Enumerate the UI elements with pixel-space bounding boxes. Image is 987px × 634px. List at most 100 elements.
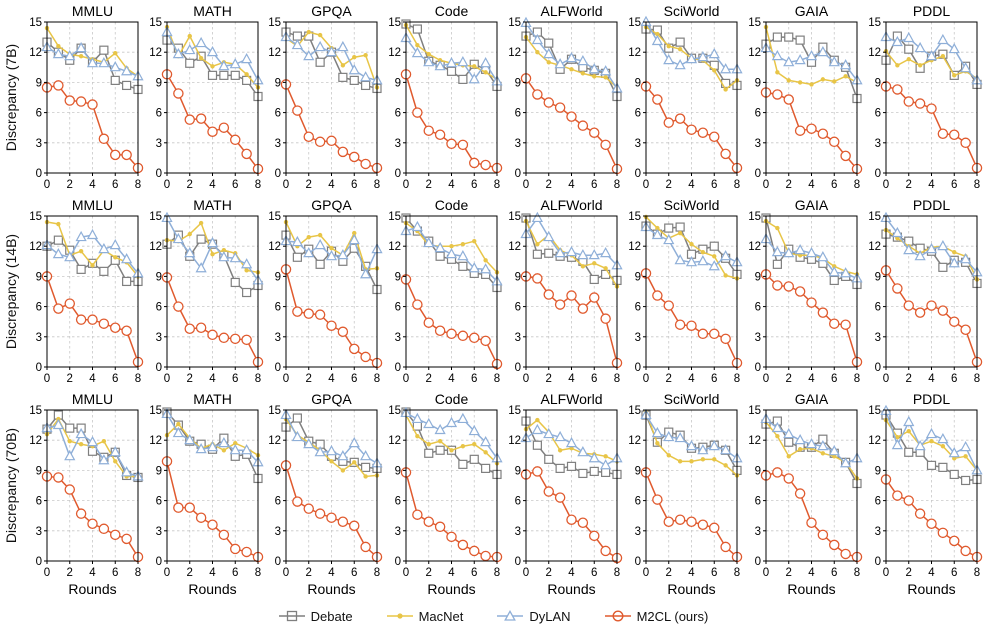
data-point-m2cl-ours	[554, 299, 566, 310]
panel-0-alfworld: ALFWorld 0 3 6 9 12 15 0 2 4 6 8	[508, 3, 623, 191]
y-tick-label: 15	[268, 17, 281, 29]
data-point-debate	[469, 454, 479, 464]
data-point-dylan	[960, 62, 972, 73]
data-point-m2cl-ours	[652, 94, 663, 105]
data-point-m2cl-ours	[446, 531, 457, 543]
data-point-m2cl-ours	[98, 133, 110, 145]
y-tick-label: 3	[36, 138, 42, 150]
data-point-debate	[99, 45, 109, 55]
y-tick-label: 3	[875, 332, 881, 344]
data-point-m2cl-ours	[663, 300, 675, 311]
y-tick-label: 12	[748, 241, 761, 253]
x-tick-label: 4	[328, 567, 335, 579]
data-point-dylan	[195, 443, 207, 454]
x-tick-label: 0	[883, 373, 889, 385]
x-tick-label: 8	[135, 179, 141, 191]
y-tick-label: 12	[508, 435, 521, 447]
data-point-dylan	[109, 238, 121, 250]
series-dylan	[280, 30, 383, 85]
data-point-dylan	[794, 433, 806, 445]
data-point-m2cl-ours	[314, 309, 326, 320]
x-tick-label: 8	[734, 179, 740, 191]
panel-0-code: Code 0 3 6 9 12 15 0 2 4 6 8	[388, 3, 503, 191]
data-point-macnet	[306, 29, 311, 35]
y-tick-label: 12	[388, 435, 401, 447]
legend-swatch-debate	[278, 610, 305, 622]
y-tick-label: 15	[29, 405, 42, 417]
data-point-macnet	[917, 63, 923, 68]
data-point-dylan	[708, 439, 720, 451]
y-tick-label: 0	[515, 556, 521, 568]
data-point-debate	[424, 448, 434, 458]
data-point-debate	[458, 459, 468, 469]
y-tick-label: 9	[36, 271, 42, 283]
panel-2-gaia: GAIA 0 3 6 9 12 15 0 2 4 6 8 Rounds	[748, 391, 863, 597]
data-point-dylan	[937, 432, 949, 444]
y-tick-label: 9	[875, 271, 881, 283]
x-tick-label: 2	[786, 373, 792, 385]
x-tick-label: 0	[164, 179, 170, 191]
data-point-debate	[555, 463, 565, 473]
data-point-m2cl-ours	[709, 522, 720, 534]
data-point-m2cl-ours	[674, 319, 686, 330]
data-point-debate	[361, 80, 371, 91]
y-tick-label: 6	[156, 108, 162, 120]
data-point-dylan	[434, 423, 446, 435]
x-tick-label: 6	[351, 567, 357, 579]
x-tick-label: 2	[306, 567, 312, 579]
series-m2cl-ours	[520, 271, 623, 369]
panel-2-gpqa: GPQA 0 3 6 9 12 15 0 2 4 6 8 Rounds	[268, 391, 383, 597]
panel-title: PDDL	[913, 3, 951, 19]
x-tick-label: 6	[112, 373, 118, 385]
data-point-dylan	[206, 440, 219, 452]
data-point-m2cl-ours	[348, 520, 360, 532]
panel-title: GPQA	[311, 3, 352, 19]
data-point-macnet	[90, 263, 95, 268]
data-point-dylan	[291, 430, 303, 442]
x-tick-label: 4	[808, 373, 815, 385]
data-point-m2cl-ours	[303, 308, 314, 319]
data-point-dylan	[98, 454, 110, 465]
panel-title: GAIA	[795, 391, 829, 407]
data-point-m2cl-ours	[652, 290, 663, 301]
data-point-dylan	[554, 246, 566, 258]
x-tick-label: 2	[786, 179, 792, 191]
data-point-dylan	[411, 46, 423, 58]
y-tick-label: 6	[36, 302, 42, 314]
y-tick-label: 0	[36, 168, 42, 180]
data-point-m2cl-ours	[840, 150, 851, 162]
x-tick-label: 6	[831, 373, 837, 385]
x-tick-label: 8	[255, 373, 261, 385]
y-tick-label: 0	[635, 556, 641, 568]
legend-item-macnet: MacNet	[386, 609, 463, 624]
data-point-macnet	[187, 231, 192, 237]
data-point-m2cl-ours	[480, 159, 491, 171]
y-tick-label: 9	[275, 465, 281, 477]
data-point-m2cl-ours	[195, 113, 207, 124]
row-ylabel-2: Discrepancy (70B)	[3, 428, 19, 543]
data-point-dylan	[771, 49, 783, 61]
series-dylan	[760, 41, 863, 85]
data-point-dylan	[52, 47, 64, 59]
data-point-macnet	[352, 460, 357, 465]
x-tick-label: 4	[89, 567, 96, 579]
data-point-m2cl-ours	[110, 529, 121, 541]
data-point-m2cl-ours	[532, 273, 543, 284]
data-point-m2cl-ours	[457, 539, 469, 551]
data-point-m2cl-ours	[337, 326, 349, 338]
y-tick-label: 6	[275, 496, 281, 508]
panel-title: Code	[435, 3, 469, 19]
data-point-dylan	[817, 439, 829, 451]
data-point-m2cl-ours	[434, 325, 446, 337]
x-tick-label: 6	[471, 179, 477, 191]
y-tick-label: 15	[748, 17, 761, 29]
x-tick-label: 2	[546, 373, 552, 385]
data-point-dylan	[434, 60, 446, 71]
data-point-dylan	[600, 65, 612, 76]
panel-2-pddl: PDDL 0 3 6 9 12 15 0 2 4 6 8 Rounds	[868, 391, 983, 597]
data-point-dylan	[121, 466, 133, 477]
data-point-m2cl-ours	[720, 541, 731, 553]
data-point-dylan	[531, 33, 543, 45]
data-point-macnet	[809, 82, 814, 87]
data-point-macnet	[723, 463, 728, 468]
